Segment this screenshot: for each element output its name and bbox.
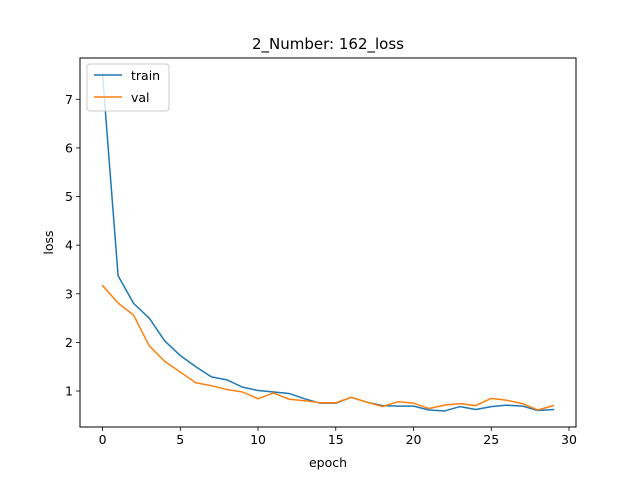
chart-title: 2_Number: 162_loss — [252, 35, 404, 54]
legend-label-train: train — [131, 68, 160, 83]
x-tick-label: 10 — [250, 432, 266, 447]
x-tick-label: 25 — [483, 432, 499, 447]
x-tick-label: 20 — [406, 432, 422, 447]
plot-frame — [79, 57, 577, 428]
legend: train val — [86, 63, 170, 112]
x-tick-label: 15 — [328, 432, 344, 447]
x-axis-label: epoch — [309, 455, 347, 470]
y-tick-label: 1 — [65, 384, 73, 399]
x-tick-label: 5 — [176, 432, 184, 447]
x-tick-label: 0 — [99, 432, 107, 447]
x-ticks: 0 5 10 15 20 25 30 — [99, 427, 577, 447]
y-tick-label: 7 — [65, 92, 73, 107]
y-ticks: 1 2 3 4 5 6 7 — [65, 92, 80, 399]
y-tick-label: 3 — [65, 286, 73, 301]
series-lines — [101, 74, 555, 412]
x-tick-label: 30 — [561, 432, 577, 447]
y-tick-label: 4 — [65, 238, 73, 253]
y-tick-label: 6 — [65, 140, 73, 155]
y-axis-label: loss — [41, 230, 56, 254]
series-line-val — [101, 284, 555, 411]
y-tick-label: 5 — [65, 189, 73, 204]
y-tick-label: 2 — [65, 335, 73, 350]
legend-label-val: val — [131, 90, 150, 105]
